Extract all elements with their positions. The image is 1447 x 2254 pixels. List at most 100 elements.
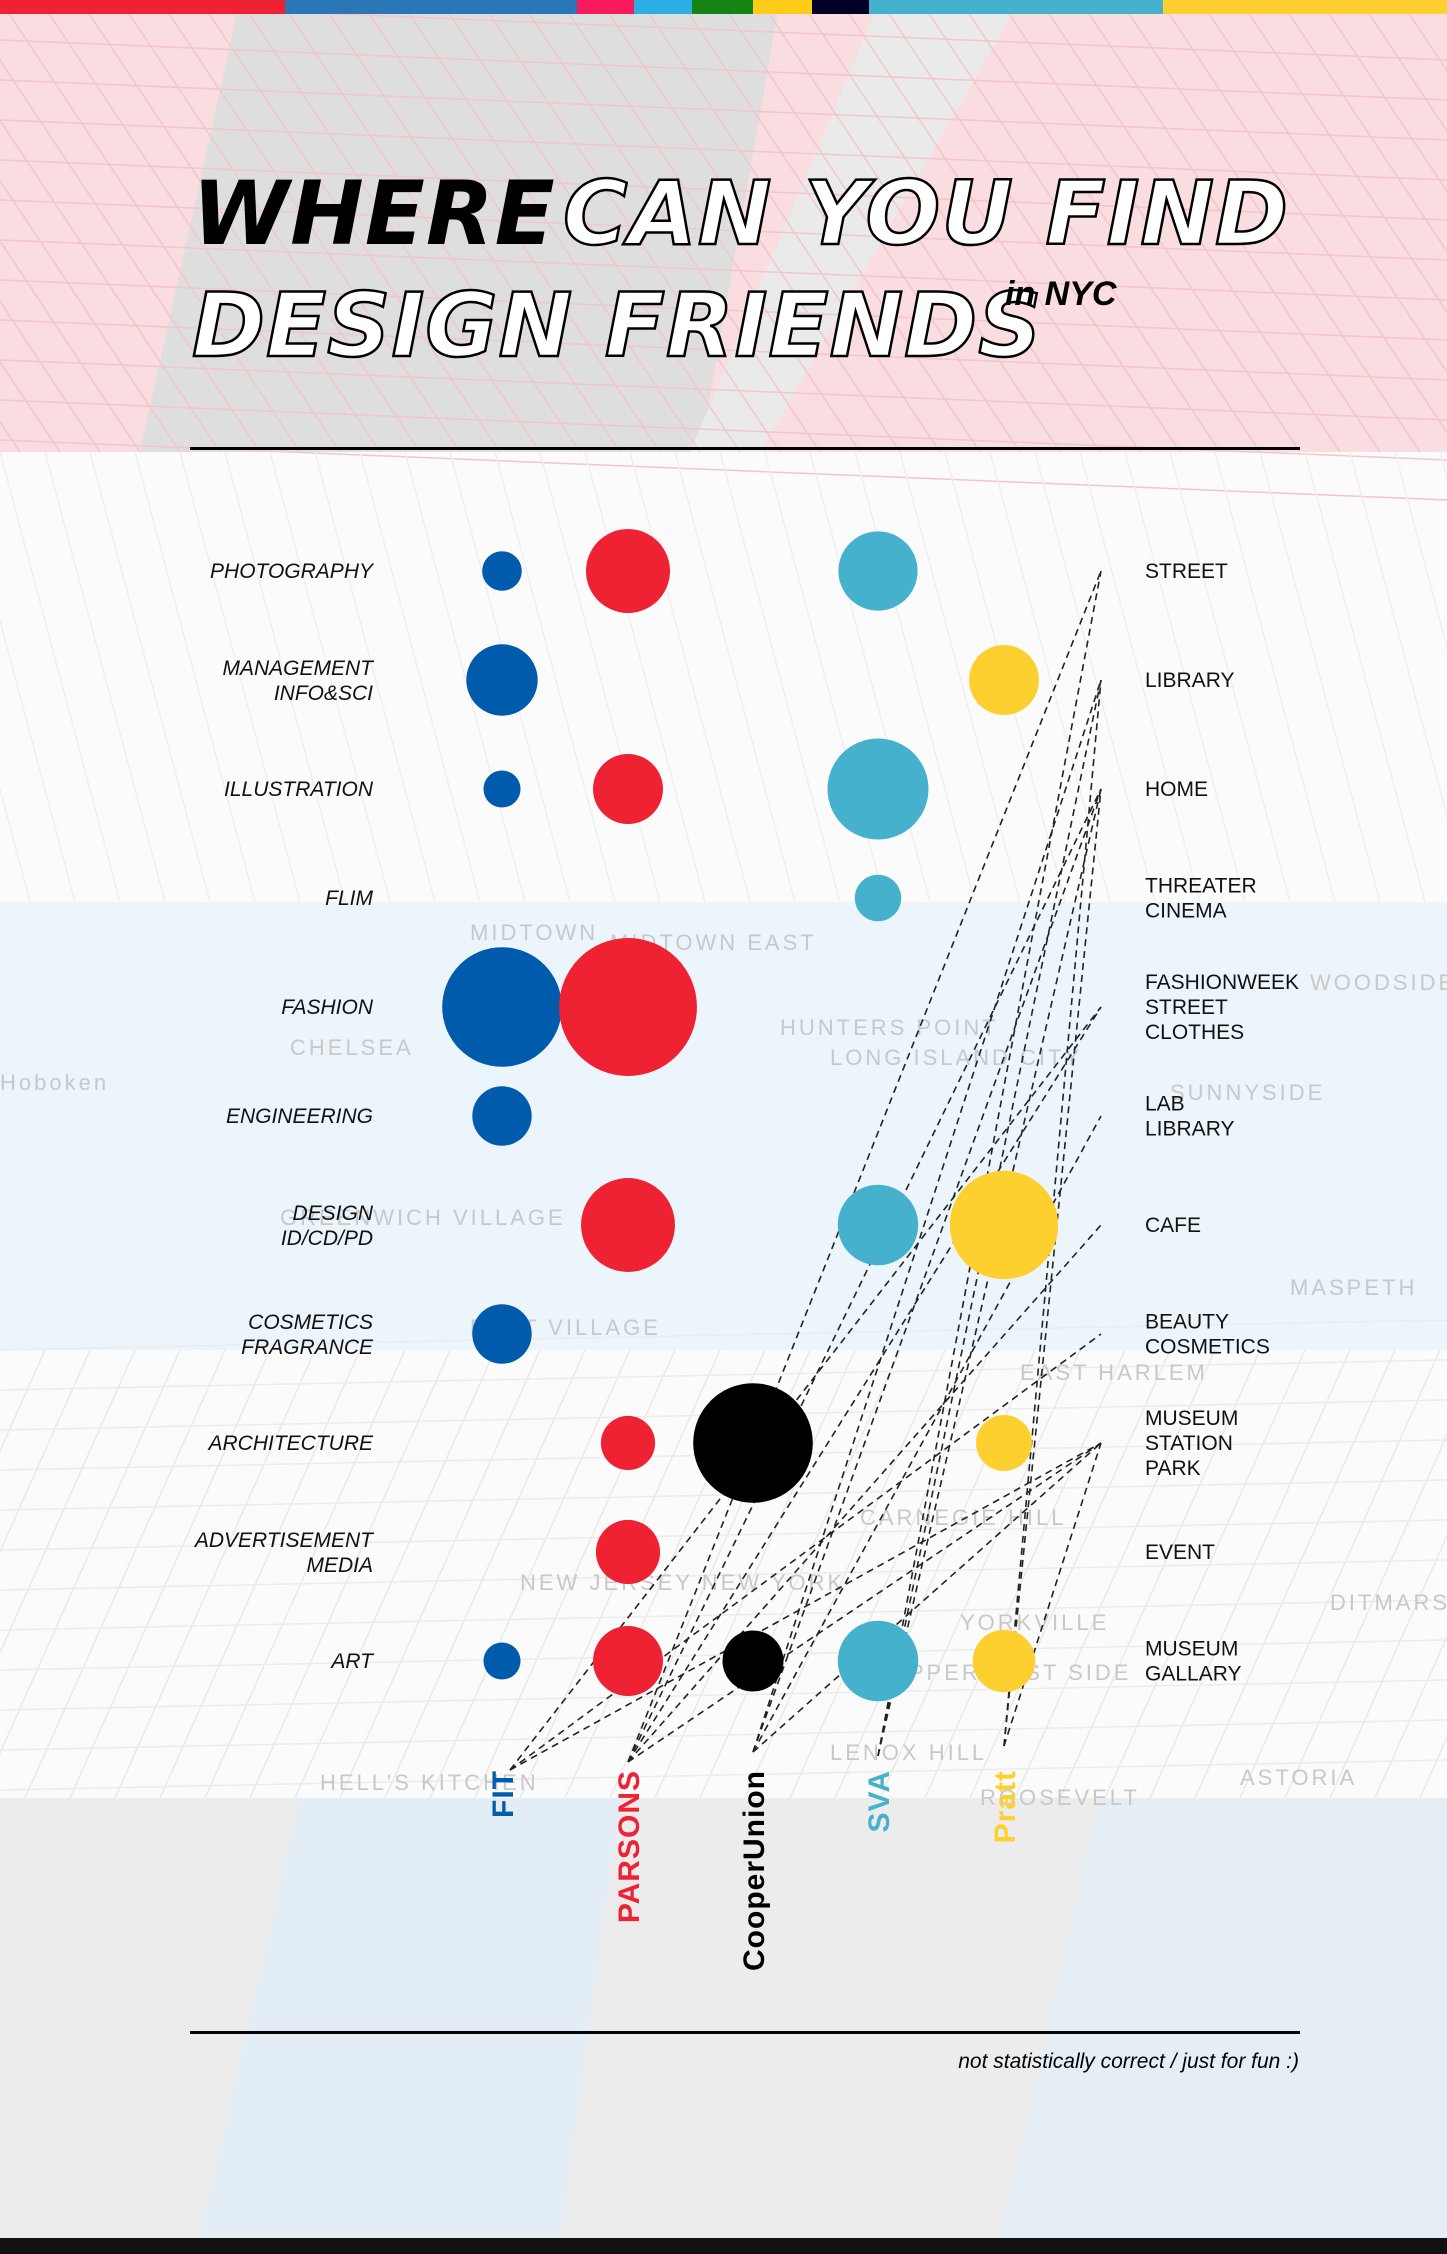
- map-street: [879, 0, 1181, 453]
- major-label: PHOTOGRAPHY: [210, 560, 375, 583]
- map-street: [1039, 0, 1341, 453]
- place-label: LAB LIBRARY: [1145, 1093, 1235, 1141]
- map-street: [1214, 451, 1336, 903]
- map-street: [1374, 1634, 1447, 1799]
- map-street: [0, 1759, 1447, 1791]
- map-street: [0, 79, 1447, 141]
- map-place-label: CHELSEA: [290, 1035, 414, 1060]
- bubble: [559, 938, 697, 1076]
- place-label: BEAUTY COSMETICS: [1145, 1311, 1270, 1359]
- map-street: [0, 39, 1447, 101]
- map-street: [0, 239, 1447, 301]
- bubble: [483, 1642, 521, 1680]
- top-color-bar-segment: [869, 0, 1163, 14]
- map-street: [1194, 1349, 1396, 1799]
- bubble: [595, 1519, 661, 1585]
- bubble: [838, 531, 918, 611]
- top-color-bar-segment: [1163, 0, 1447, 14]
- bubble: [837, 1184, 919, 1266]
- map-place-label: WOODSIDE: [1310, 970, 1447, 995]
- map-street: [1079, 0, 1381, 453]
- map-street: [339, 1349, 541, 1799]
- map-street: [744, 1349, 946, 1799]
- map-street: [1329, 1534, 1447, 1799]
- map-street: [24, 1349, 226, 1799]
- map-street: [0, 239, 141, 453]
- map-street: [0, 119, 221, 453]
- map-street: [1199, 0, 1447, 374]
- school-label: Pratt: [989, 1770, 1022, 1843]
- bubble: [854, 874, 902, 922]
- map-street: [0, 360, 61, 453]
- map-street: [249, 1349, 451, 1799]
- map-street: [674, 451, 796, 903]
- map-street: [0, 1599, 1447, 1631]
- map-water-channel: [690, 0, 1020, 452]
- map-place-label: Hoboken: [0, 1070, 109, 1095]
- place-label: FASHIONWEEK STREET CLOTHES: [1145, 971, 1299, 1044]
- map-street: [1014, 1349, 1216, 1799]
- map-street: [719, 0, 1021, 453]
- top-color-bar-segment: [812, 0, 869, 14]
- map-street: [1394, 451, 1447, 650]
- map-street: [494, 451, 616, 903]
- bubble: [976, 1415, 1032, 1471]
- map-street: [919, 0, 1221, 453]
- major-label: ILLUSTRATION: [224, 778, 374, 801]
- map-street: [1149, 1349, 1351, 1799]
- bubble: [483, 770, 521, 808]
- map-street: [0, 439, 1447, 501]
- place-label: THREATER CINEMA: [1145, 875, 1257, 923]
- map-street: [629, 451, 751, 903]
- map-street: [314, 451, 436, 903]
- place-label: EVENT: [1145, 1541, 1215, 1564]
- link-line: [1003, 788, 1102, 1747]
- map-street: [0, 58, 261, 453]
- map-street: [789, 1349, 991, 1799]
- bottom-divider: [190, 2031, 1300, 2034]
- title-outline-line-1: CAN YOU FIND: [562, 162, 1290, 265]
- link-line: [752, 788, 1102, 1753]
- map-street: [39, 0, 341, 453]
- map-white-zone-1: [0, 452, 1447, 902]
- map-street: [404, 451, 526, 903]
- map-street: [0, 451, 121, 903]
- map-bay: [1000, 1798, 1447, 2238]
- map-street: [204, 1349, 406, 1799]
- map-street: [44, 451, 166, 903]
- map-street: [319, 0, 621, 453]
- bubble: [472, 1086, 532, 1146]
- bubble: [827, 738, 929, 840]
- map-blue-zone: [0, 902, 1447, 1350]
- map-street: [199, 0, 501, 453]
- map-street: [399, 0, 701, 453]
- map-street: [179, 451, 301, 903]
- major-label: MANAGEMENT INFO&SCI: [222, 657, 375, 705]
- bubble: [837, 1620, 919, 1702]
- bubble: [693, 1383, 813, 1503]
- map-street: [519, 0, 821, 453]
- map-street: [0, 617, 76, 903]
- map-street: [0, 159, 1447, 221]
- place-label: MUSEUM GALLARY: [1145, 1638, 1242, 1686]
- map-street: [639, 0, 941, 453]
- map-street: [0, 279, 1447, 341]
- major-label: FASHION: [281, 996, 374, 1019]
- bubble: [969, 645, 1039, 715]
- link-line: [752, 679, 1102, 1753]
- map-street: [759, 0, 1061, 453]
- major-label: ADVERTISEMENT MEDIA: [193, 1529, 375, 1577]
- link-line: [1003, 679, 1102, 1747]
- map-street: [1239, 0, 1447, 314]
- top-color-bar-segment: [0, 0, 285, 14]
- top-color-bar-segment: [285, 0, 577, 14]
- bubble: [972, 1629, 1036, 1693]
- map-street: [1079, 451, 1201, 903]
- map-grey-zone: [140, 0, 780, 452]
- title-superscript: in NYC: [1005, 275, 1117, 313]
- map-street: [0, 199, 1447, 261]
- map-street: [384, 1349, 586, 1799]
- place-label: HOME: [1145, 778, 1208, 801]
- map-place-label: EAST HARLEM: [1020, 1360, 1208, 1385]
